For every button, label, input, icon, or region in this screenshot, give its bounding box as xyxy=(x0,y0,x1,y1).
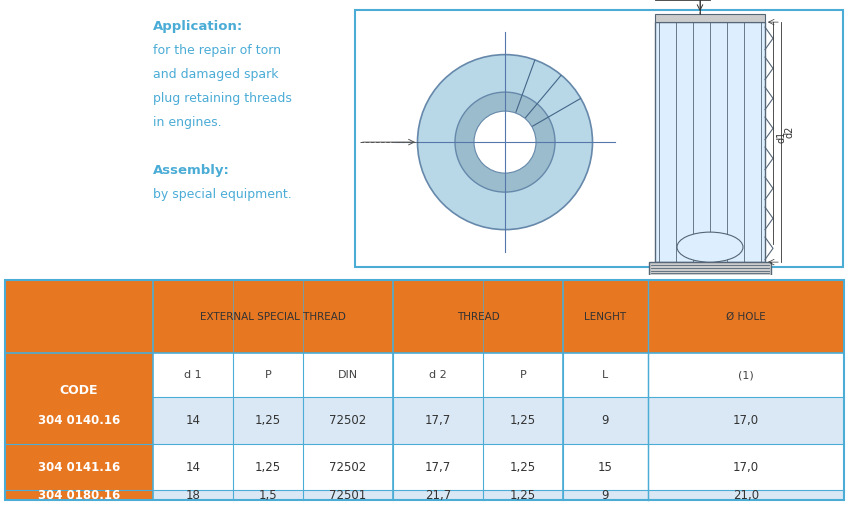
Text: DIN: DIN xyxy=(338,371,358,380)
Text: Ø HOLE: Ø HOLE xyxy=(726,312,766,322)
Text: 14: 14 xyxy=(185,461,200,474)
Text: 304 0180.16: 304 0180.16 xyxy=(38,489,120,502)
Text: 15: 15 xyxy=(598,461,613,474)
Text: by special equipment.: by special equipment. xyxy=(153,188,292,201)
Text: d1: d1 xyxy=(777,131,787,143)
Bar xyxy=(5,397,844,444)
Text: 17,0: 17,0 xyxy=(733,461,759,474)
Ellipse shape xyxy=(455,92,555,192)
Text: and damaged spark: and damaged spark xyxy=(153,68,278,81)
Text: 14: 14 xyxy=(185,415,200,427)
Text: 21,0: 21,0 xyxy=(733,489,759,502)
Bar xyxy=(5,444,844,490)
Bar xyxy=(5,280,153,500)
Text: 17,7: 17,7 xyxy=(424,461,451,474)
Text: 18: 18 xyxy=(186,489,200,502)
Text: 304 0141.16: 304 0141.16 xyxy=(38,461,120,474)
Text: 1,5: 1,5 xyxy=(259,489,278,502)
Text: (1): (1) xyxy=(738,371,754,380)
Text: 9: 9 xyxy=(602,415,610,427)
Text: P: P xyxy=(265,371,272,380)
Text: 72502: 72502 xyxy=(329,461,367,474)
Bar xyxy=(649,262,771,280)
Text: plug retaining threads: plug retaining threads xyxy=(153,92,292,105)
Text: 1,25: 1,25 xyxy=(510,489,536,502)
Bar xyxy=(5,444,153,490)
Ellipse shape xyxy=(677,232,743,262)
Text: 72502: 72502 xyxy=(329,415,367,427)
Text: 1,25: 1,25 xyxy=(510,461,536,474)
Text: P: P xyxy=(520,371,526,380)
Text: d 1: d 1 xyxy=(184,371,202,380)
Text: 1,25: 1,25 xyxy=(255,461,281,474)
Ellipse shape xyxy=(418,55,593,230)
Text: in engines.: in engines. xyxy=(153,116,222,129)
Text: EXTERNAL SPECIAL THREAD: EXTERNAL SPECIAL THREAD xyxy=(200,312,346,322)
Text: 9: 9 xyxy=(602,489,610,502)
Text: THREAD: THREAD xyxy=(457,312,499,322)
Text: Application:: Application: xyxy=(153,20,244,33)
Text: LENGHT: LENGHT xyxy=(584,312,627,322)
Text: 1,25: 1,25 xyxy=(255,415,281,427)
Text: 21,7: 21,7 xyxy=(424,489,451,502)
Text: L: L xyxy=(603,371,609,380)
Text: L: L xyxy=(707,300,713,310)
Ellipse shape xyxy=(474,111,536,173)
Text: d2: d2 xyxy=(785,126,795,138)
Bar xyxy=(5,280,844,354)
Text: CODE: CODE xyxy=(59,384,98,396)
Text: Assembly:: Assembly: xyxy=(153,164,230,177)
Text: for the repair of torn: for the repair of torn xyxy=(153,44,281,57)
Text: 1,25: 1,25 xyxy=(510,415,536,427)
Text: 17,7: 17,7 xyxy=(424,415,451,427)
Text: d 2: d 2 xyxy=(429,371,447,380)
Bar xyxy=(5,490,153,500)
Bar xyxy=(5,397,153,444)
Bar xyxy=(655,22,765,262)
Bar xyxy=(655,14,765,22)
Bar xyxy=(355,10,843,267)
Text: 72501: 72501 xyxy=(329,489,367,502)
Text: 17,0: 17,0 xyxy=(733,415,759,427)
Text: 304 0140.16: 304 0140.16 xyxy=(38,415,120,427)
Bar xyxy=(153,354,844,500)
Bar xyxy=(5,490,844,500)
